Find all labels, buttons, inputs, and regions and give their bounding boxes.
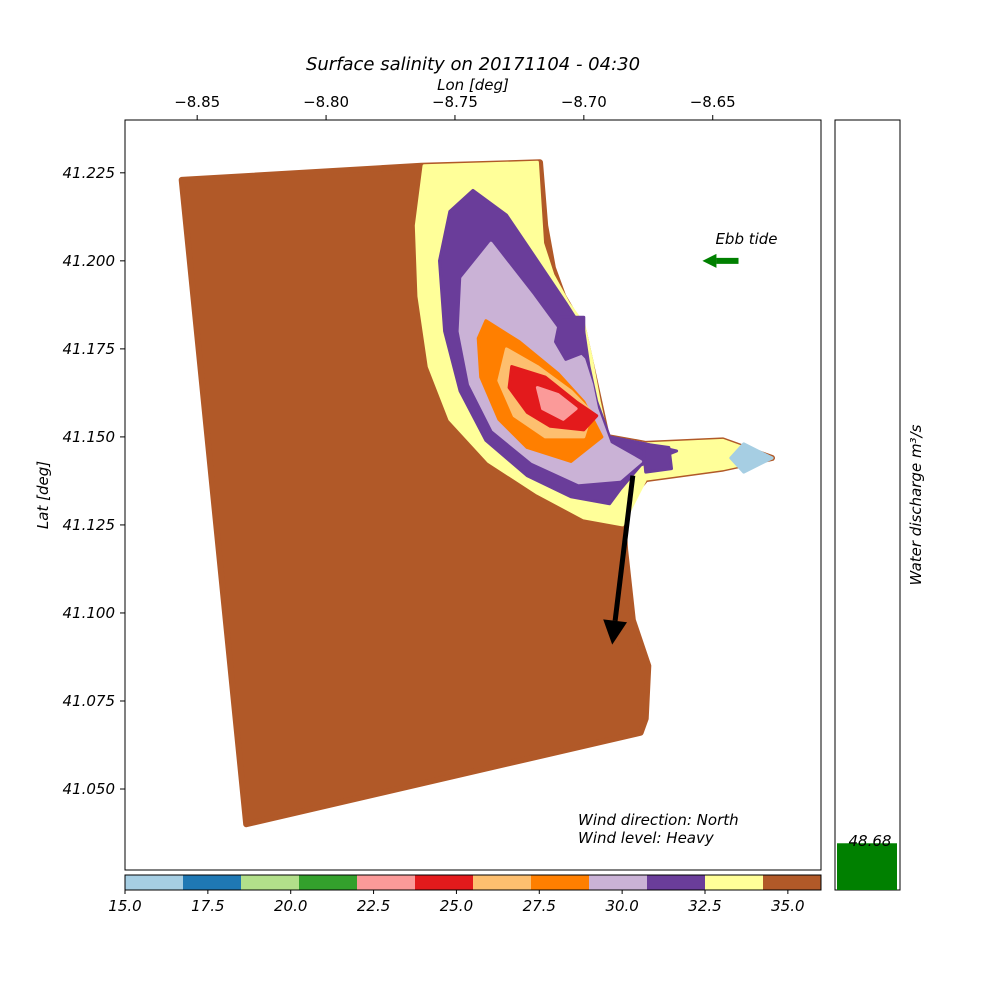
wind-arrow-head [603,619,628,645]
chart-title: Surface salinity on 20171104 - 04:30 [306,54,640,75]
wind-direction-text: Wind direction: North [578,811,739,829]
colorbar-swatch [241,875,300,890]
plot-frame [124,119,822,871]
colorbar-tick-label: 25.0 [440,897,473,915]
y-tick-label: 41.225 [63,164,116,182]
colorbar-tick-label: 20.0 [274,897,307,915]
colorbar-swatch [705,875,764,890]
y-tick-label: 41.175 [63,340,116,358]
discharge-panel [834,119,901,891]
colorbar-swatch [183,875,242,890]
y-tick-label: 41.200 [63,252,116,270]
colorbar-swatch [299,875,358,890]
x-tick-label: −8.70 [561,93,607,111]
colorbar-frame [124,874,822,891]
wind-level-text: Wind level: Heavy [578,829,715,847]
colorbar-swatch [125,875,184,890]
salinity-zone-7 [554,315,586,361]
annotations [603,253,739,645]
colorbar-tick-label: 22.5 [357,897,390,915]
y-tick-label: 41.125 [63,516,116,534]
salinity-map [178,159,775,828]
colorbar-tick-label: 27.5 [523,897,556,915]
discharge-value: 48.68 [849,832,892,850]
salinity-zone-9 [729,442,774,474]
x-tick-label: −8.80 [303,93,349,111]
colorbar: 15.0 17.5 20.0 22.5 25.0 27.5 30.0 32.5 35.0 [108,874,822,915]
x-tick-label: −8.85 [174,93,220,111]
x-axis-label: Lon [deg] [437,76,509,94]
y-tick-label: 41.075 [63,692,116,710]
discharge-label: Water discharge m³/s [907,424,925,585]
y-tick-label: 41.150 [63,428,116,446]
x-tick-label: −8.75 [432,93,478,111]
colorbar-swatch [357,875,416,890]
colorbar-swatch [647,875,706,890]
colorbar-swatch [473,875,532,890]
y-axis: 41.225 41.200 41.175 41.150 41.125 41.100 41.0… [63,164,125,798]
colorbar-tick-label: 17.5 [191,897,224,915]
colorbar-tick-label: 35.0 [771,897,804,915]
colorbar-swatch [531,875,590,890]
colorbar-swatch [763,875,822,890]
tide-arrow-head [702,253,717,268]
salinity-zone-8 [641,442,673,474]
x-axis: −8.85 −8.80 −8.75 −8.70 −8.65 [174,93,736,120]
tide-label: Ebb tide [715,230,777,248]
wind-arrow-shaft [612,475,636,622]
discharge-bar [837,843,897,890]
colorbar-tick-label: 32.5 [688,897,721,915]
colorbar-swatch [415,875,474,890]
salinity-zone-6 [535,386,578,421]
y-tick-label: 41.100 [63,604,116,622]
y-tick-label: 41.050 [63,780,116,798]
y-axis-label: Lat [deg] [34,461,52,529]
x-tick-label: −8.65 [690,93,736,111]
colorbar-tick-label: 15.0 [108,897,141,915]
colorbar-tick-label: 30.0 [605,897,638,915]
colorbar-swatch [589,875,648,890]
